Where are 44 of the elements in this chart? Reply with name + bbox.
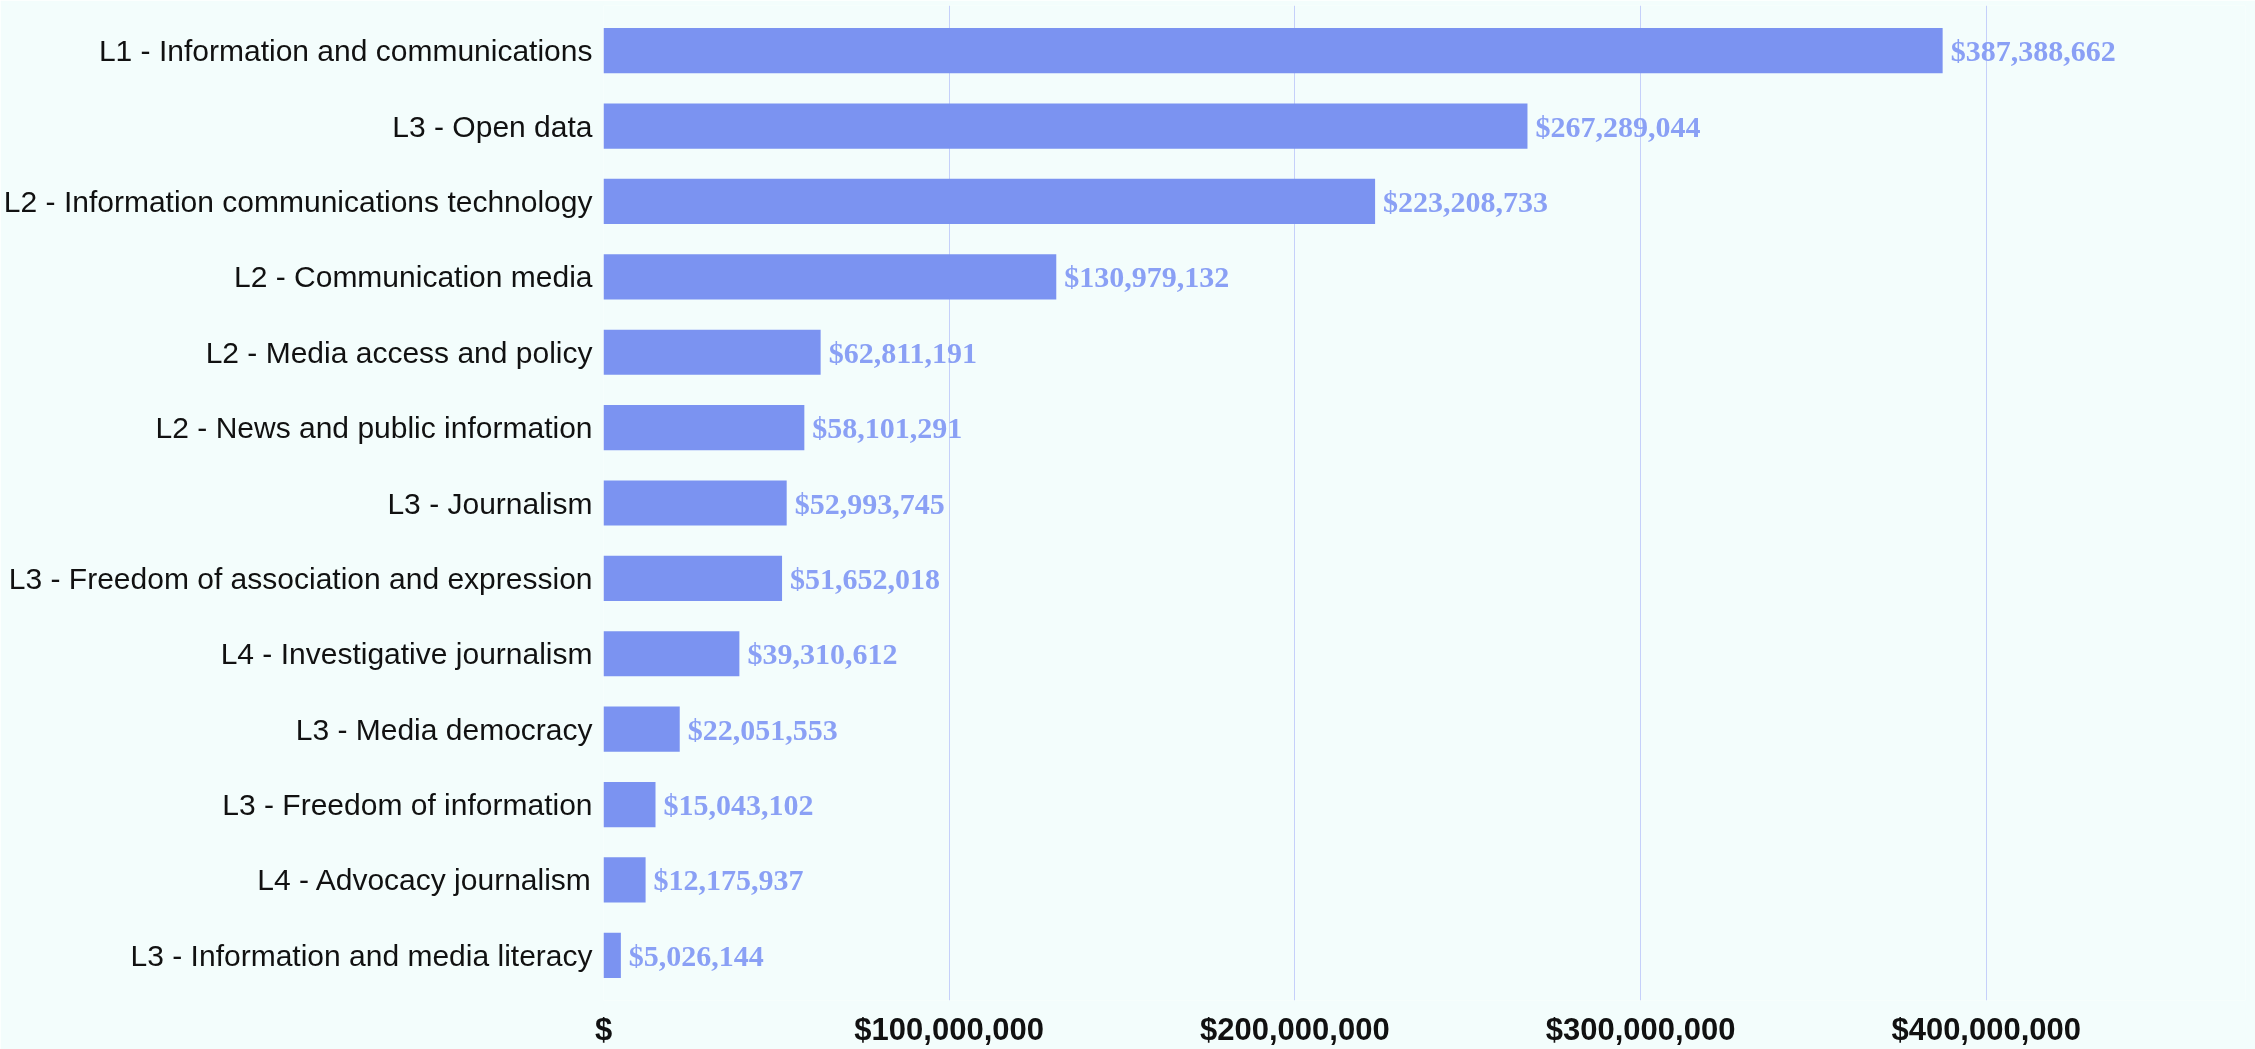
bar bbox=[603, 631, 740, 677]
bar bbox=[603, 555, 783, 601]
x-tick-label: $200,000,000 bbox=[1200, 1011, 1390, 1047]
bar bbox=[603, 857, 646, 903]
data-label: $52,993,745 bbox=[794, 486, 945, 520]
data-label: $130,979,132 bbox=[1064, 260, 1230, 294]
data-label: $62,811,191 bbox=[828, 335, 977, 369]
y-tick-label: L3 - Journalism bbox=[387, 486, 593, 520]
bar bbox=[603, 480, 787, 526]
y-tick-label: L3 - Freedom of information bbox=[222, 788, 593, 822]
x-tick-label: $ bbox=[594, 1011, 613, 1047]
data-label: $22,051,553 bbox=[687, 712, 838, 746]
y-tick-label: L2 - Information communications technology bbox=[3, 184, 593, 218]
data-label: $387,388,662 bbox=[1950, 34, 2116, 68]
bar bbox=[603, 254, 1057, 300]
bar bbox=[603, 405, 805, 451]
x-tick-label: $300,000,000 bbox=[1545, 1011, 1736, 1047]
data-label: $39,310,612 bbox=[747, 637, 898, 671]
y-tick-label: L3 - Media democracy bbox=[295, 712, 593, 746]
data-label: $58,101,291 bbox=[812, 411, 963, 445]
x-tick-label: $400,000,000 bbox=[1891, 1011, 2082, 1047]
bar bbox=[603, 178, 1376, 225]
data-label: $15,043,102 bbox=[663, 788, 814, 822]
y-tick-label: L3 - Open data bbox=[392, 109, 593, 143]
data-label: $267,289,044 bbox=[1535, 109, 1701, 143]
data-label: $51,652,018 bbox=[790, 561, 941, 595]
bar bbox=[603, 103, 1528, 149]
data-label: $12,175,937 bbox=[653, 863, 804, 897]
bar bbox=[603, 329, 821, 375]
data-label: $5,026,144 bbox=[628, 938, 764, 972]
x-tick-label: $100,000,000 bbox=[854, 1011, 1045, 1047]
y-tick-label: L2 - News and public information bbox=[155, 411, 593, 445]
bar bbox=[603, 932, 621, 978]
bar bbox=[603, 706, 680, 752]
data-label: $223,208,733 bbox=[1383, 184, 1549, 218]
y-tick-label: L4 - Investigative journalism bbox=[220, 637, 593, 671]
y-tick-label: L1 - Information and communications bbox=[98, 34, 593, 68]
bar bbox=[603, 28, 1943, 74]
bar bbox=[603, 781, 656, 828]
y-tick-label: L3 - Information and media literacy bbox=[130, 938, 593, 972]
y-tick-label: L2 - Communication media bbox=[234, 260, 593, 294]
y-tick-label: L4 - Advocacy journalism bbox=[257, 863, 591, 897]
y-tick-label: L3 - Freedom of association and expression bbox=[8, 561, 593, 595]
y-tick-label: L2 - Media access and policy bbox=[205, 335, 593, 369]
